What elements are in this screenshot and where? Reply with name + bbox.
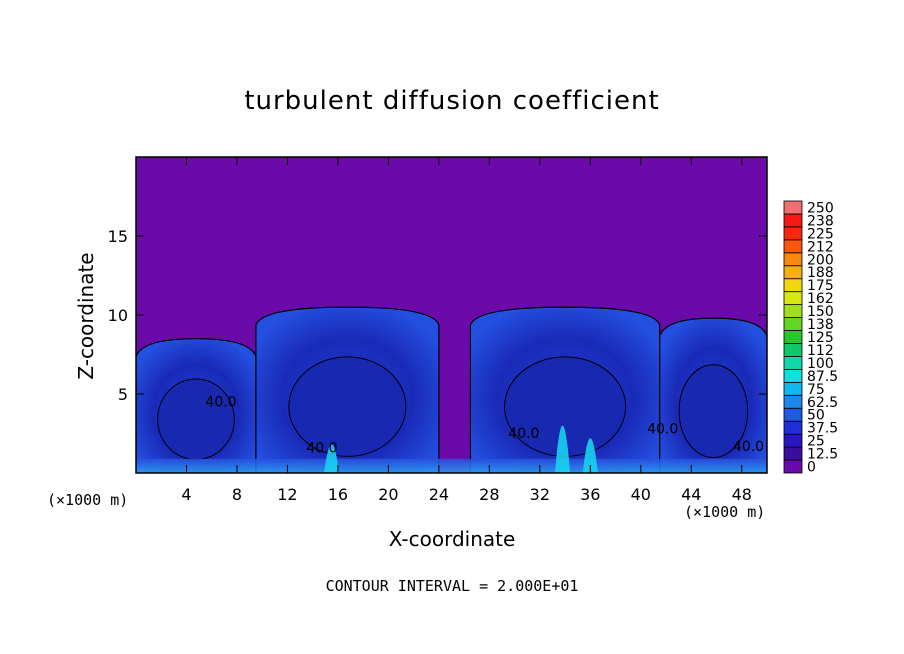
cell-core-1 [157,378,235,461]
colorbar-swatch-15 [783,265,803,280]
colorbar-label-8: 100 [807,356,834,372]
cell-core-2 [288,356,407,457]
colorbar-label-7: 87.5 [807,369,838,385]
colorbar-swatch-14 [783,278,803,293]
y-axis-label: Z-coordinate [74,252,98,380]
y-tick-label-5: 5 [118,385,128,404]
colorbar-label-16: 200 [807,252,834,268]
contour-label-4: 40.0 [647,422,678,438]
colorbar-label-19: 238 [807,213,834,229]
x-axis-label: X-coordinate [388,527,516,551]
x-tick-label-36: 36 [580,485,600,504]
colorbar-label-9: 112 [807,343,834,359]
y-tick-label-10: 10 [108,306,128,325]
colorbar-label-15: 188 [807,265,834,281]
colorbar-label-0: 0 [807,460,816,476]
colorbar-label-20: 250 [807,200,834,216]
colorbar-swatch-0 [783,459,803,474]
colorbar-label-2: 25 [807,434,825,450]
colorbar-swatch-9 [783,343,803,357]
colorbar-swatch-20 [783,200,803,215]
x-tick-label-44: 44 [681,485,701,504]
plume-1 [324,444,340,473]
colorbar-swatch-16 [783,252,803,267]
z-unit-label: (×1000 m) [684,503,766,521]
chart-title: turbulent diffusion coefficient [244,86,660,116]
x-tick-label-48: 48 [732,485,752,504]
contour-label-1: 40.0 [205,395,236,411]
x-tick-label-4: 4 [181,485,191,504]
colorbar-swatch-6 [783,381,803,396]
colorbar-label-13: 162 [807,291,834,307]
x-tick-label-32: 32 [530,485,550,504]
colorbar-swatch-17 [783,239,803,254]
x-tick-label-24: 24 [429,485,449,504]
colorbar-label-1: 12.5 [807,447,838,463]
colorbar-swatch-11 [783,317,803,331]
x-tick-label-40: 40 [631,485,651,504]
colorbar-label-12: 150 [807,304,834,320]
colorbar-swatch-3 [783,420,803,435]
colorbar-swatch-1 [783,446,803,461]
contour-label-2: 40.0 [306,440,337,456]
surface-layer [136,458,767,473]
x-tick-label-8: 8 [232,485,242,504]
colorbar-label-17: 212 [807,239,834,255]
colorbar-swatch-19 [783,213,803,228]
x-tick-label-12: 12 [277,485,297,504]
contour-label-3: 40.0 [508,426,539,442]
colorbar-label-14: 175 [807,278,834,294]
colorbar-label-11: 138 [807,317,834,333]
x-tick-label-28: 28 [479,485,499,504]
x-tick-label-20: 20 [378,485,398,504]
plume-2 [554,425,571,473]
colorbar-swatch-2 [783,433,803,448]
colorbar-swatch-10 [783,330,803,344]
colorbar-label-18: 225 [807,226,834,242]
colorbar-label-5: 62.5 [807,395,838,411]
colorbar-label-10: 125 [807,330,834,346]
contour-label-5: 40.0 [733,439,764,455]
x-tick-label-16: 16 [328,485,348,504]
colorbar-swatch-18 [783,226,803,241]
colorbar-label-3: 37.5 [807,421,838,437]
colorbar-swatch-7 [783,368,803,383]
colorbar-swatch-13 [783,291,803,306]
x-unit-label: (×1000 m) [47,491,129,509]
colorbar-swatch-12 [783,304,803,318]
colorbar-label-4: 50 [807,408,825,424]
y-tick-label-15: 15 [108,227,128,246]
plume-3 [582,438,598,473]
contour-interval-note: CONTOUR INTERVAL = 2.000E+01 [325,577,579,595]
cell-core-4 [678,364,749,459]
colorbar-label-6: 75 [807,382,825,398]
colorbar-swatch-5 [783,394,803,409]
colorbar-swatch-8 [783,356,803,370]
colorbar-swatch-4 [783,407,803,422]
